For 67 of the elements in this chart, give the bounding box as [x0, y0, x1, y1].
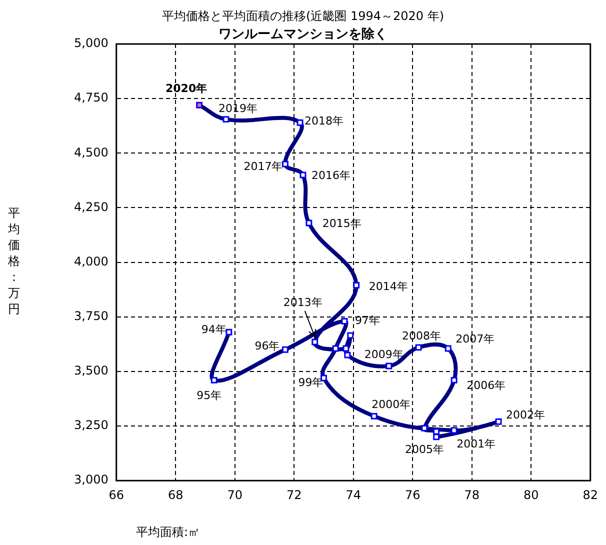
- annotation: 99年: [298, 376, 324, 389]
- annotation: 2014年: [368, 280, 408, 294]
- point: [296, 119, 304, 126]
- y-tick-label: 4,000: [74, 254, 108, 268]
- point: [444, 345, 452, 352]
- annotation: 2001年: [456, 437, 496, 450]
- annotation: 2017年: [244, 160, 283, 173]
- point: [210, 376, 218, 384]
- y-tick-label: 3,000: [74, 472, 108, 487]
- x-tick-label: 72: [286, 488, 302, 502]
- chart-title: 平均価格と平均面積の推移(近畿圏 1994～2020 年): [160, 8, 446, 25]
- annotation: 2018年: [304, 114, 344, 128]
- annotation: 2019年: [218, 102, 258, 116]
- y-tick-label: 5,000: [74, 36, 108, 50]
- point: [226, 328, 232, 336]
- x-tick-label: 70: [227, 488, 242, 502]
- point: [342, 345, 350, 352]
- annotation: 94年: [201, 323, 226, 336]
- x-tick-label: 74: [346, 488, 361, 502]
- point: [282, 160, 288, 168]
- y-tick-label: 4,250: [74, 200, 108, 214]
- x-tick-label: 78: [464, 488, 480, 502]
- point: [306, 220, 312, 226]
- point: [282, 346, 288, 353]
- point: [433, 428, 440, 435]
- point: [332, 345, 339, 352]
- x-tick-label: 80: [523, 488, 539, 502]
- annotation: 2009年: [364, 348, 404, 361]
- x-tick-label: 76: [404, 488, 420, 502]
- annotation: 2008年: [402, 329, 442, 342]
- y-tick-label: 4,750: [74, 90, 108, 105]
- annotation: 2020年: [165, 82, 208, 95]
- annotation: 2007年: [456, 332, 495, 346]
- y-tick-label: 3,750: [74, 309, 108, 323]
- point: [222, 116, 230, 123]
- annotation: 96年: [254, 339, 280, 352]
- point: [196, 102, 203, 108]
- annotation: 2005年: [404, 443, 444, 456]
- x-tick-label: 82: [582, 488, 598, 502]
- x-axis-title: 平均面積:㎡: [136, 524, 200, 541]
- point: [312, 338, 318, 346]
- x-tick-label: 68: [168, 488, 184, 502]
- point: [344, 352, 351, 358]
- point: [370, 412, 378, 420]
- chart-subtitle: ワンルームマンションを除く: [218, 27, 388, 42]
- point: [450, 427, 458, 434]
- y-axis-title: 平均価格:万円: [7, 205, 21, 317]
- y-tick-label: 4,500: [74, 145, 108, 160]
- annotation: 2006年: [466, 379, 506, 392]
- point: [415, 344, 422, 351]
- point: [386, 362, 392, 370]
- x-tick-label: 66: [108, 488, 124, 502]
- point: [433, 434, 440, 440]
- point: [300, 172, 306, 178]
- point: [495, 418, 502, 425]
- point: [347, 332, 354, 339]
- annotation: 2000年: [372, 398, 411, 412]
- point: [341, 318, 348, 324]
- y-tick-label: 3,500: [74, 364, 108, 378]
- point: [450, 376, 458, 384]
- annotation: 95年: [196, 389, 222, 402]
- annotation: 2013年: [283, 296, 322, 309]
- point: [421, 424, 428, 432]
- annotation: 2002年: [506, 408, 546, 422]
- annotation: 2016年: [311, 168, 350, 182]
- y-tick-label: 3,250: [74, 418, 108, 432]
- point: [353, 282, 360, 288]
